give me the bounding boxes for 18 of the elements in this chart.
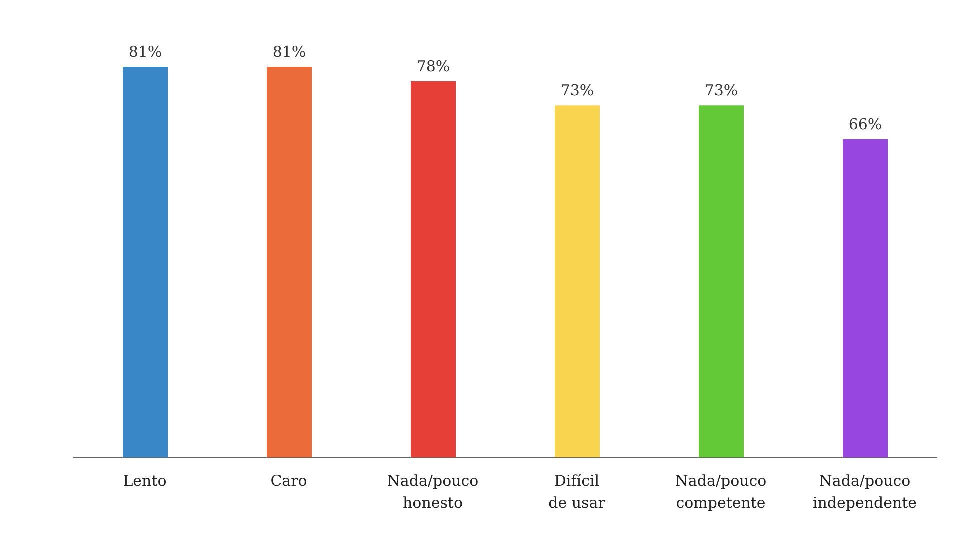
bar [699,106,744,458]
x-tick-label: Lento [123,472,167,490]
data-label: 81% [128,43,162,61]
bar [555,106,600,458]
data-label: 66% [848,115,882,134]
x-tick-label: Nada/pouco independente [812,472,918,512]
data-label: 73% [560,82,594,100]
bar [843,139,888,458]
data-label: 81% [272,43,306,61]
bar [267,67,312,458]
x-tick-label: Nada/pouco honesto [387,472,479,512]
bar [123,67,168,458]
data-label: 78% [416,57,450,76]
bar [411,81,456,458]
x-tick-label: Difícil de usar [548,472,606,512]
x-tick-label: Caro [270,472,308,490]
data-label: 73% [704,82,738,100]
x-tick-label: Nada/pouco competente [675,472,767,512]
